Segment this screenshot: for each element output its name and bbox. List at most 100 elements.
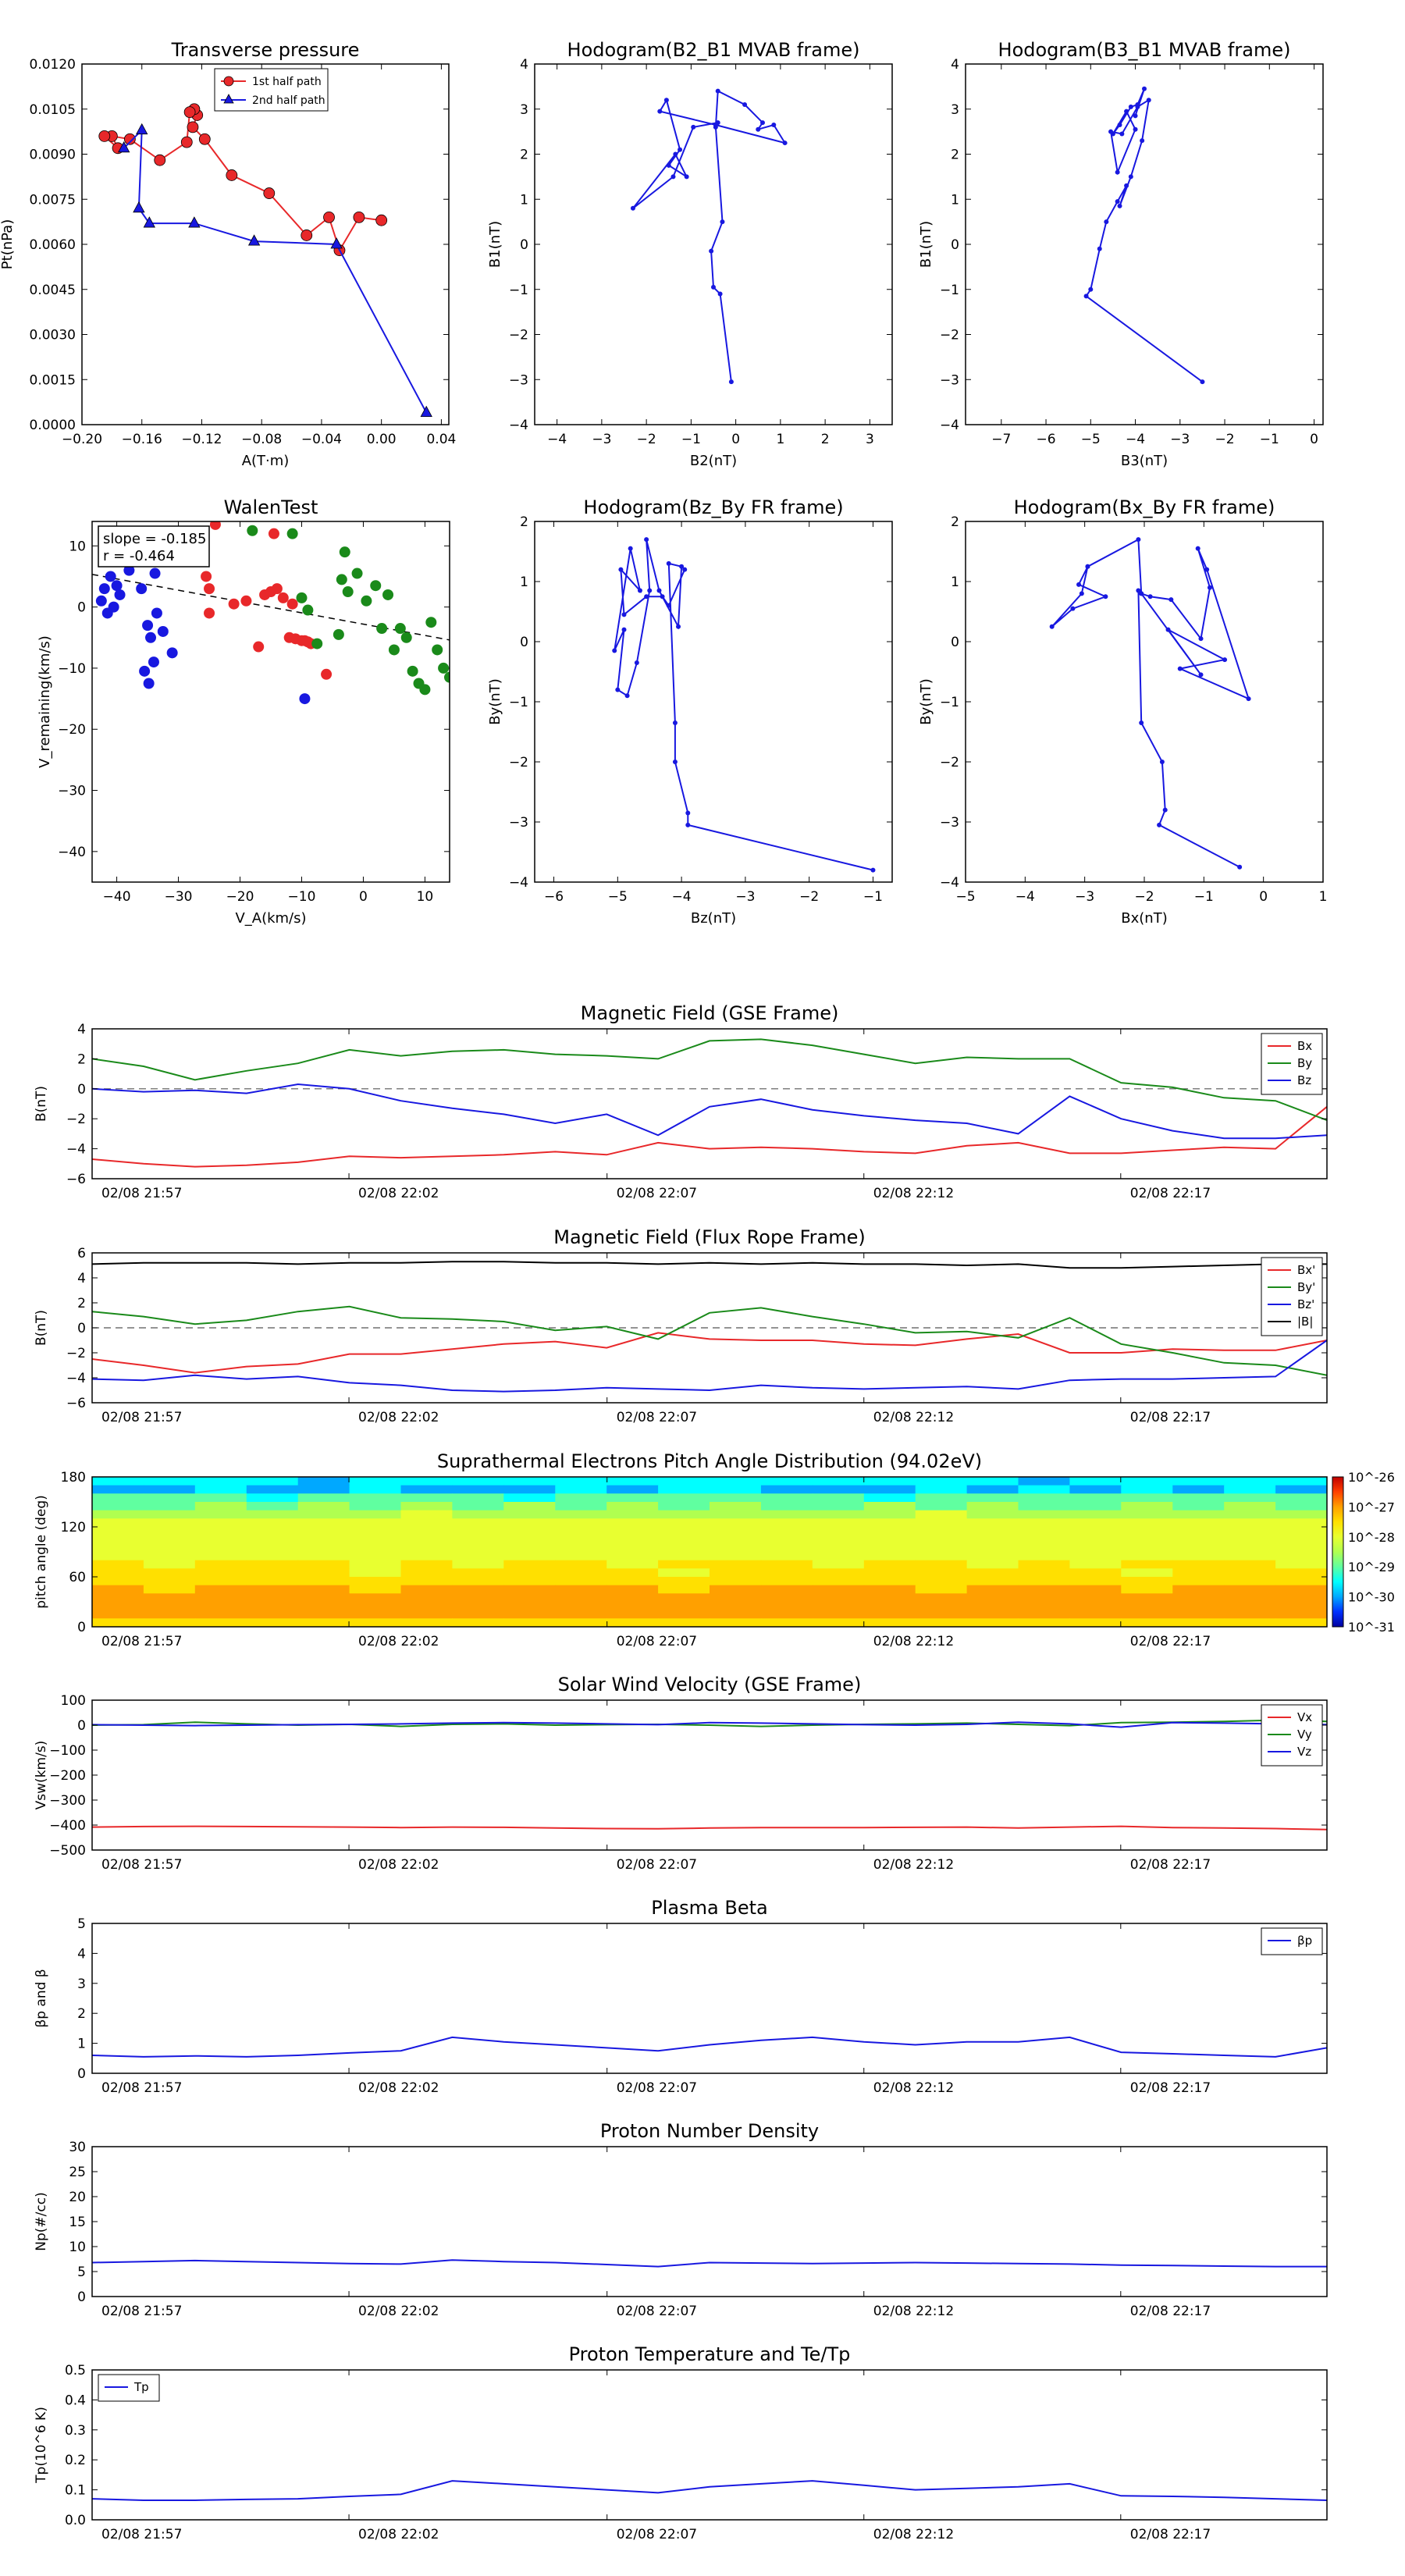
pad-cell [143, 1552, 196, 1561]
bgse-ytick-label: 0 [77, 1082, 86, 1098]
hodo4-point [1168, 597, 1174, 603]
pad-cell [503, 1552, 556, 1561]
walen-point [370, 580, 382, 592]
pad-cell [606, 1510, 659, 1519]
pad-cell [400, 1485, 453, 1494]
pad-cell [658, 1535, 710, 1544]
pad-cell [246, 1618, 299, 1627]
pt-ytick-label: 0.0015 [30, 372, 76, 388]
pad-cell [194, 1577, 247, 1586]
hodo3-point [621, 612, 627, 617]
pad-cell [1172, 1577, 1225, 1586]
hodo3-point [656, 588, 662, 593]
hodo1-point [678, 147, 683, 152]
pad-cell [863, 1543, 916, 1553]
pad-ytick-label: 60 [69, 1570, 86, 1585]
hodo4-point [1237, 864, 1243, 870]
pt-point [198, 133, 211, 145]
hodo1-xlabel: B2(nT) [690, 453, 737, 469]
pad-cell [606, 1527, 659, 1536]
pad-cell [966, 1543, 1019, 1553]
pt-xtick-label: −0.20 [62, 432, 102, 447]
hodo2-point [1115, 199, 1120, 205]
hodo1-ytick-label: 2 [520, 148, 528, 163]
colorbar-label: 10^-26 [1348, 1470, 1395, 1485]
pad-cell [400, 1518, 453, 1528]
pad-cell [1275, 1618, 1327, 1627]
pad-cell [760, 1593, 813, 1603]
pad-cell [710, 1527, 762, 1536]
hodo1-xtick-label: 1 [776, 432, 784, 447]
hodo3-point [644, 537, 649, 543]
walen-point [302, 604, 314, 616]
hodo3-xtick-label: −5 [608, 889, 628, 905]
pad-cell [1121, 1527, 1173, 1536]
pad-cell [710, 1585, 762, 1594]
vsw-xtick-label: 02/08 21:57 [101, 1857, 182, 1873]
pad-cell [760, 1493, 813, 1503]
pad-cell [92, 1585, 144, 1594]
pad-cell [555, 1602, 607, 1611]
pt-title: Transverse pressure [171, 39, 360, 61]
pad-cell [915, 1510, 968, 1519]
pt-point [353, 211, 365, 223]
hodo3-point [676, 624, 681, 629]
hodo1-point [782, 141, 788, 146]
hodo3-ytick-label: −4 [509, 875, 528, 891]
hodo4-point [1136, 588, 1141, 593]
beta-xtick-label: 02/08 22:17 [1130, 2080, 1211, 2096]
walen-point [388, 644, 400, 656]
hodo2-xlabel: B3(nT) [1121, 453, 1168, 469]
walen-point [247, 525, 258, 536]
pad-cell [1018, 1602, 1070, 1611]
pad-cell [143, 1535, 196, 1544]
pad-cell [812, 1502, 865, 1511]
pad-cell [760, 1535, 813, 1544]
hodo2-point [1088, 286, 1094, 292]
pad-cell [1172, 1477, 1225, 1486]
pad-cell [710, 1485, 762, 1494]
hodo4-point [1139, 591, 1144, 596]
pad-cell [246, 1585, 299, 1594]
pad-cell [92, 1577, 144, 1586]
walen-xtick-label: −30 [165, 889, 193, 905]
pad-cell [1121, 1552, 1173, 1561]
walen-xtick-label: 0 [359, 889, 368, 905]
pad-cell [297, 1535, 350, 1544]
pt-xtick-label: −0.04 [301, 432, 342, 447]
hodo4-point [1136, 537, 1141, 543]
bgse-xtick-label: 02/08 22:12 [873, 1186, 954, 1201]
tp-xtick-label: 02/08 22:07 [617, 2527, 697, 2542]
hodo1-ylabel: B1(nT) [487, 221, 503, 268]
pad-cell [1172, 1560, 1225, 1569]
pad-cell [503, 1568, 556, 1578]
np-xtick-label: 02/08 22:07 [617, 2304, 697, 2319]
bfr-series-line [92, 1261, 1327, 1269]
pad-cell [915, 1610, 968, 1619]
pad-cell [349, 1485, 402, 1494]
hodo3-ytick-label: 1 [520, 575, 528, 590]
pad-cell [1069, 1518, 1122, 1528]
vsw-ylabel: Vsw(km/s) [34, 1741, 49, 1810]
pad-cell [966, 1502, 1019, 1511]
pad-cell [297, 1602, 350, 1611]
pad-cell [1224, 1577, 1276, 1586]
pad-cell [555, 1527, 607, 1536]
pad-cell [915, 1485, 968, 1494]
hodo4-ytick-label: 1 [951, 575, 959, 590]
hodo2-ytick-label: 3 [951, 102, 959, 118]
pad-cell [246, 1610, 299, 1619]
bfr-xtick-label: 02/08 21:57 [101, 1410, 182, 1425]
hodo4-point [1076, 582, 1082, 587]
hodo1-xtick-label: −1 [681, 432, 701, 447]
hodo1-ytick-label: −2 [509, 328, 528, 343]
hodo1-ytick-label: −1 [509, 283, 528, 298]
pad-cell [966, 1477, 1019, 1486]
pad-cell [812, 1527, 865, 1536]
hodo4-plot-area [1049, 537, 1251, 870]
np-xtick-label: 02/08 22:12 [873, 2304, 954, 2319]
pad-cell [297, 1568, 350, 1578]
pad-cell [297, 1585, 350, 1594]
bfr-xtick-label: 02/08 22:07 [617, 1410, 697, 1425]
hodo3-point [666, 560, 671, 566]
